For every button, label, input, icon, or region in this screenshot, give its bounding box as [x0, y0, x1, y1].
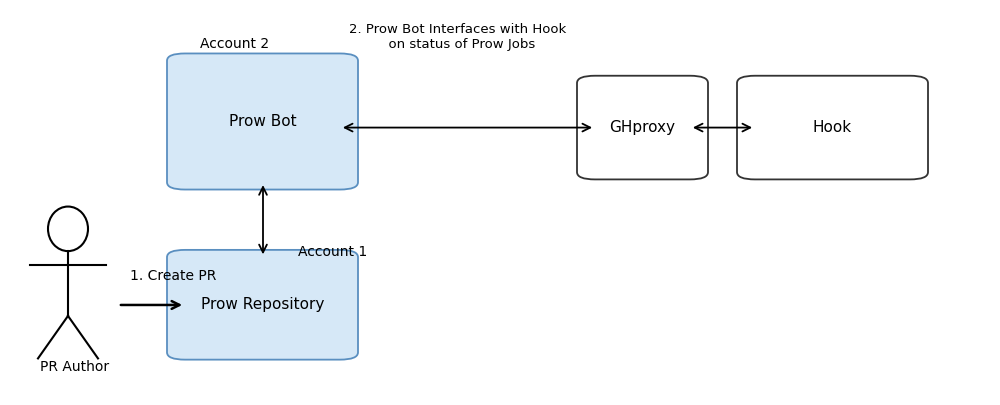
Text: Hook: Hook: [813, 120, 852, 135]
Text: Account 1: Account 1: [298, 245, 367, 259]
FancyBboxPatch shape: [577, 76, 708, 179]
Text: Prow Repository: Prow Repository: [201, 297, 324, 312]
FancyBboxPatch shape: [737, 76, 928, 179]
Text: 2. Prow Bot Interfaces with Hook
  on status of Prow Jobs: 2. Prow Bot Interfaces with Hook on stat…: [349, 23, 567, 51]
Text: GHproxy: GHproxy: [610, 120, 676, 135]
Text: Account 2: Account 2: [200, 36, 269, 51]
FancyBboxPatch shape: [167, 53, 358, 190]
Text: PR Author: PR Author: [40, 360, 109, 375]
Text: Prow Bot: Prow Bot: [229, 114, 296, 129]
FancyBboxPatch shape: [167, 250, 358, 360]
Text: 1. Create PR: 1. Create PR: [130, 269, 216, 283]
